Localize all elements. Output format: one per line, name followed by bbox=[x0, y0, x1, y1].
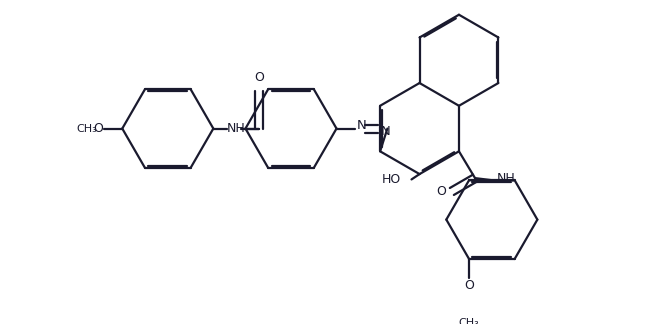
Text: CH₃: CH₃ bbox=[459, 318, 479, 324]
Text: O: O bbox=[436, 185, 446, 198]
Text: N: N bbox=[357, 119, 367, 133]
Text: O: O bbox=[254, 71, 264, 84]
Text: O: O bbox=[464, 279, 474, 292]
Text: N: N bbox=[380, 125, 390, 138]
Text: NH: NH bbox=[497, 172, 515, 185]
Text: O: O bbox=[93, 122, 103, 135]
Text: NH: NH bbox=[227, 122, 245, 135]
Text: HO: HO bbox=[382, 173, 401, 186]
Text: CH₃: CH₃ bbox=[76, 123, 98, 133]
